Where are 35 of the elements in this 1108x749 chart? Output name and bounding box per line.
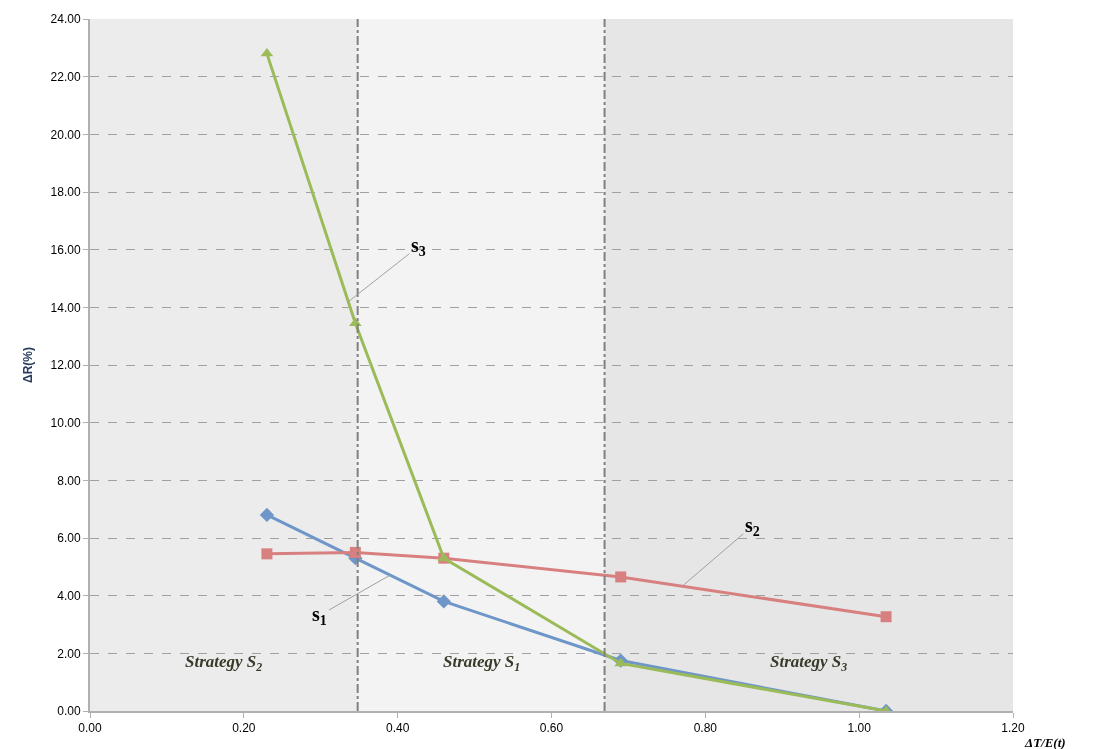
x-tick-label: 0.40 [385,721,410,736]
y-axis-title: ΔR(%) [21,347,36,383]
y-tick-label: 14.00 [50,300,81,315]
x-tick-label: 0.60 [539,721,564,736]
y-tick-label: 0.00 [57,704,81,719]
y-tick-label: 24.00 [50,12,81,27]
band-label: Strategy S$_{1}$ [443,652,521,674]
x-tick-label: 0.00 [78,721,102,736]
point [436,594,451,609]
y-tick-label: 4.00 [57,588,81,603]
y-tick-label: 18.00 [50,185,81,200]
point [614,657,628,667]
y-tick-label: 12.00 [50,358,81,373]
point [880,611,892,623]
annotation: s$_{1}$ [312,603,327,629]
x-tick-label: 0.20 [232,721,256,736]
y-tick-label: 22.00 [50,69,81,84]
x-tick-label: 0.80 [693,721,718,736]
y-tick-label: 6.00 [57,531,81,546]
y-tick-label: 20.00 [50,127,81,142]
band-label: Strategy S$_{3}$ [770,652,848,674]
y-tick-label: 16.00 [50,242,81,257]
y-tick-label: 8.00 [57,473,81,488]
point [261,548,273,560]
annotation: s$_{3}$ [411,234,426,260]
point [615,571,627,583]
point [259,507,275,523]
band-label: Strategy S$_{2}$ [185,652,263,674]
point [349,546,361,558]
x-axis-title: ΔT/E(t) [1024,735,1066,749]
y-tick-label: 2.00 [57,646,81,661]
x-tick-label: 1.20 [1001,721,1025,736]
y-tick-label: 10.00 [50,415,81,430]
x-tick-label: 1.00 [847,721,872,736]
annotation: s$_{2}$ [745,514,760,540]
